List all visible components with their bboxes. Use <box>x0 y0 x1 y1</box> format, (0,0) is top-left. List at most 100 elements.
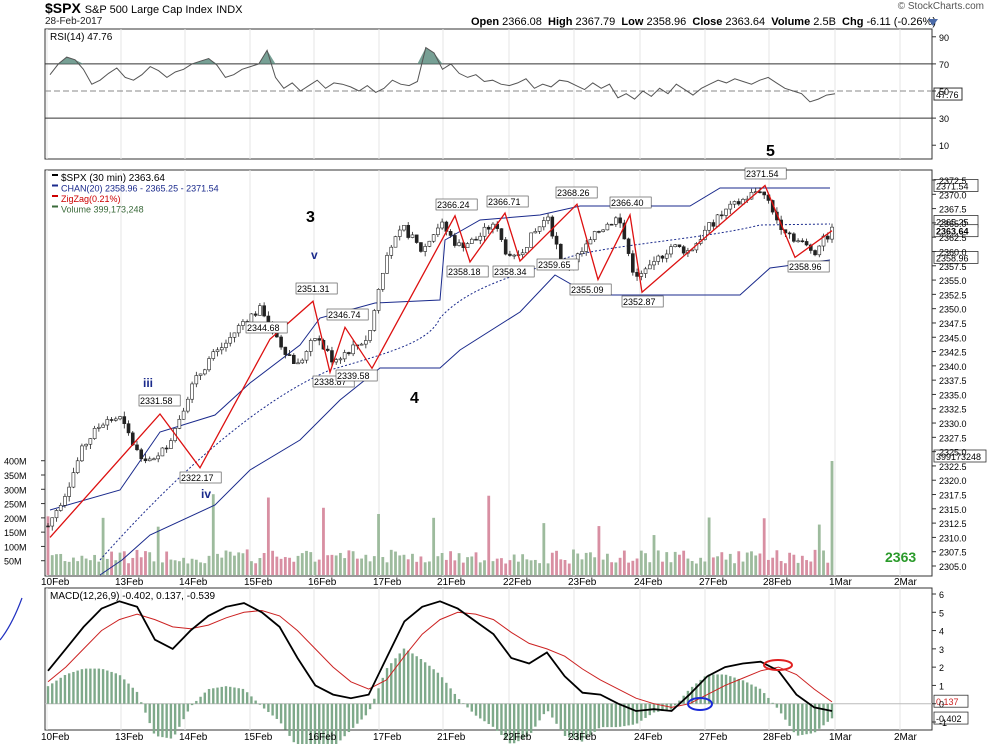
macd-histogram-bar <box>474 703 478 716</box>
macd-histogram-bar <box>678 700 681 704</box>
x-tick-label-bottom: 22Feb <box>503 732 532 743</box>
candle-body <box>728 203 733 210</box>
volume-bar <box>741 561 745 575</box>
macd-histogram-bar <box>436 672 440 704</box>
volume-bar <box>771 557 775 575</box>
volume-bar <box>59 553 63 575</box>
volume-bar <box>805 560 808 575</box>
volume-bar <box>283 557 287 575</box>
macd-histogram-bar <box>364 703 368 716</box>
macd-histogram-bar <box>733 677 736 704</box>
dropdown-arrow-icon[interactable] <box>928 19 938 27</box>
x-tick-label-bottom: 28Feb <box>763 732 792 743</box>
candle-body <box>669 246 673 255</box>
volume-bar <box>584 552 588 575</box>
brand-watermark: © StockCharts.com <box>897 1 984 12</box>
volume-bar <box>105 558 109 575</box>
zigzag-label: 2358.18 <box>448 267 481 277</box>
macd-histogram-bar <box>830 703 834 719</box>
volume-bar <box>546 563 550 575</box>
macd-histogram-bar <box>487 703 490 725</box>
candle-body <box>503 239 508 255</box>
candle-body <box>253 313 258 316</box>
candle-body <box>385 255 389 274</box>
volume-bar <box>241 553 245 575</box>
volume-bar <box>707 517 711 575</box>
x-tick-label-bottom: 17Feb <box>373 732 402 743</box>
macd-histogram-bar <box>114 673 118 704</box>
macd-histogram-bar <box>500 703 503 735</box>
x-tick-label-top: 24Feb <box>634 577 663 588</box>
volume-bar <box>110 551 113 575</box>
volume-bar <box>466 557 469 575</box>
price-value-tag: 399173248 <box>936 452 981 462</box>
macd-histogram-bar <box>330 703 334 744</box>
x-tick-label-top: 22Feb <box>503 577 532 588</box>
volume-bar <box>271 550 275 575</box>
candle-body <box>431 234 436 242</box>
price-value-tag: 2371.54 <box>936 181 969 191</box>
volume-bar <box>605 553 609 575</box>
open-value: 2366.08 <box>502 16 542 28</box>
volume-bar <box>639 550 643 575</box>
macd-histogram-bar <box>224 686 228 704</box>
macd-histogram-bar <box>529 703 533 733</box>
candle-body <box>50 517 55 527</box>
candle-body <box>228 337 233 344</box>
macd-histogram-bar <box>110 671 113 704</box>
price-tick-label: 2312.5 <box>939 519 967 529</box>
macd-histogram-bar <box>445 682 448 704</box>
macd-histogram-bar <box>623 703 626 727</box>
channel-mid-line <box>99 223 831 561</box>
macd-histogram-bar <box>779 703 783 714</box>
zigzag-label-box <box>787 260 830 273</box>
macd-histogram-bar <box>55 680 58 704</box>
volume-bar <box>669 562 673 575</box>
volume-bar <box>555 550 558 575</box>
volume-bar <box>822 550 825 575</box>
macd-histogram-bar <box>809 703 813 734</box>
macd-histogram-bar <box>131 687 134 704</box>
volume-bar <box>610 562 614 575</box>
candle-body <box>499 228 504 240</box>
zigzag-label-box <box>492 265 535 278</box>
macd-histogram-bar <box>118 675 122 704</box>
macd-histogram-bar <box>101 669 105 704</box>
price-tick-label: 2365.0 <box>939 219 967 229</box>
zigzag-label: 2351.31 <box>297 284 330 294</box>
macd-histogram-bar <box>169 703 173 739</box>
macd-histogram-bar <box>703 676 707 704</box>
macd-histogram-bar <box>796 703 800 736</box>
volume-bar <box>266 497 270 575</box>
price-tick-label: 2347.5 <box>939 319 967 329</box>
volume-bar <box>364 554 368 575</box>
high-label: High <box>548 16 573 28</box>
macd-histogram-bar <box>186 703 190 712</box>
volume-bar <box>656 550 660 575</box>
candle-body <box>279 336 283 348</box>
candle-body <box>792 233 796 242</box>
zigzag-label: 2366.71 <box>488 197 521 207</box>
volume-bar <box>131 557 135 575</box>
volume-bar <box>46 516 50 575</box>
volume-bar <box>796 562 800 575</box>
volume-bar <box>572 549 575 575</box>
macd-histogram-bar <box>381 677 384 704</box>
volume-bar <box>423 562 427 575</box>
volume-bar <box>156 526 160 575</box>
volume-bar <box>661 561 664 575</box>
x-tick-label-top: 28Feb <box>763 577 792 588</box>
candle-body <box>711 222 716 227</box>
volume-bar <box>529 560 533 575</box>
x-tick-label-top: 17Feb <box>373 577 402 588</box>
macd-histogram-bar <box>203 692 206 704</box>
volume-bar <box>525 559 529 575</box>
macd-histogram-bar <box>449 688 452 704</box>
volume-bar <box>648 562 652 575</box>
candle-body <box>122 416 127 424</box>
volume-bar <box>504 563 508 575</box>
volume-tick-label: 250M <box>4 500 27 510</box>
legend-swatch <box>52 184 58 187</box>
volume-bar <box>88 560 92 575</box>
volume-bar <box>313 561 317 575</box>
